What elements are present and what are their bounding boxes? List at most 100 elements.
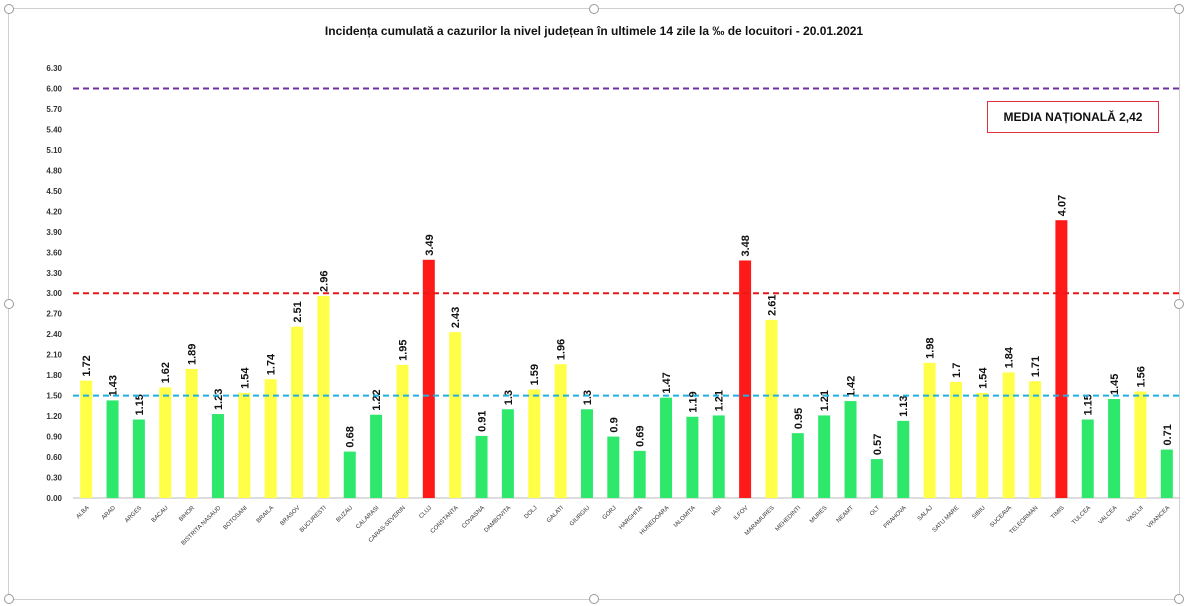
bar (1055, 220, 1068, 498)
y-tick-label: 5.70 (46, 105, 62, 114)
x-tick-label: HUNEDOARA (639, 505, 670, 536)
data-label: 1.3 (503, 390, 515, 405)
data-label: 1.72 (81, 355, 93, 376)
x-tick-label: DAMBOVITA (483, 505, 512, 534)
bar (185, 369, 198, 498)
x-tick-label: SUCEAVA (989, 505, 1013, 529)
bar (633, 450, 646, 498)
x-tick-label: ILFOV (733, 505, 750, 522)
bar (580, 409, 593, 498)
y-tick-label: 0.30 (46, 474, 62, 483)
x-tick-label: HARGHITA (618, 505, 644, 531)
data-label: 1.15 (134, 394, 146, 415)
bar (211, 414, 224, 498)
x-tick-label: CONSTANTA (430, 505, 460, 535)
bar (422, 259, 435, 498)
resize-handle[interactable] (4, 594, 14, 604)
bar (132, 419, 145, 498)
x-tick-label: BUCURESTI (299, 505, 328, 534)
y-tick-label: 5.40 (46, 125, 62, 134)
data-label: 1.21 (819, 390, 831, 411)
x-tick-label: BACAU (151, 505, 170, 524)
data-label: 0.57 (872, 434, 884, 455)
bar (317, 295, 330, 498)
resize-handle[interactable] (589, 4, 599, 14)
bar (80, 380, 93, 498)
bar (949, 381, 962, 498)
data-label: 1.89 (187, 344, 199, 365)
data-label: 1.23 (213, 389, 225, 410)
data-label: 2.61 (766, 294, 778, 315)
bar (106, 400, 119, 498)
data-label: 0.69 (635, 425, 647, 446)
y-tick-label: 4.50 (46, 187, 62, 196)
data-label: 1.96 (556, 339, 568, 360)
data-label: 1.98 (925, 337, 937, 358)
data-label: 1.3 (582, 390, 594, 405)
resize-handle[interactable] (1174, 299, 1184, 309)
x-tick-label: CALARASI (355, 505, 380, 530)
y-tick-label: 3.90 (46, 228, 62, 237)
data-label: 1.71 (1030, 356, 1042, 377)
data-label: 1.54 (977, 367, 989, 389)
chart-title: Incidența cumulată a cazurilor la nivel … (324, 24, 864, 38)
x-tick-label: MEHEDINTI (775, 505, 803, 533)
data-label: 1.74 (266, 353, 278, 375)
data-label: 1.47 (661, 372, 673, 393)
data-label: 1.54 (239, 367, 251, 389)
bar (554, 364, 567, 498)
bar (159, 387, 172, 498)
data-label: 0.9 (608, 417, 620, 432)
resize-handle[interactable] (1174, 4, 1184, 14)
x-tick-label: GALATI (546, 505, 565, 524)
x-tick-label: TIMIS (1050, 505, 1066, 521)
resize-handle[interactable] (4, 299, 14, 309)
data-label: 1.42 (846, 376, 858, 397)
data-label: 0.95 (793, 408, 805, 429)
x-tick-label: TELEORMAN (1009, 505, 1040, 536)
x-tick-label: DOLJ (524, 505, 539, 520)
data-label: 1.19 (687, 391, 699, 412)
national-average-text: MEDIA NAȚIONALĂ 2,42 (1003, 110, 1143, 124)
bar (712, 415, 725, 498)
bar (1081, 419, 1094, 498)
bar (370, 414, 383, 498)
data-label: 0.91 (477, 410, 489, 431)
y-tick-label: 3.60 (46, 248, 62, 257)
bar (739, 260, 752, 498)
data-label: 3.49 (424, 234, 436, 255)
data-label: 1.95 (397, 339, 409, 360)
bar (923, 362, 936, 498)
resize-handle[interactable] (4, 4, 14, 14)
bar (1134, 391, 1147, 498)
y-tick-label: 4.80 (46, 166, 62, 175)
bar (264, 379, 277, 498)
chart-frame[interactable] (4, 4, 1184, 604)
data-label: 1.59 (529, 364, 541, 385)
x-tick-label: IASI (711, 505, 723, 517)
x-tick-label: OLT (869, 505, 881, 517)
bar (870, 459, 883, 498)
y-tick-label: 3.30 (46, 269, 62, 278)
bar (449, 332, 462, 498)
data-label: 2.51 (292, 301, 304, 322)
x-tick-label: COVASNA (461, 505, 486, 530)
x-tick-label: PRAHOVA (883, 505, 908, 530)
y-tick-label: 1.50 (46, 392, 62, 401)
data-label: 1.7 (951, 363, 963, 378)
bar (976, 392, 989, 498)
data-label: 0.68 (345, 426, 357, 447)
x-tick-label: SATU MARE (932, 505, 961, 534)
data-label: 1.84 (1004, 346, 1016, 368)
x-tick-label: VALCEA (1098, 505, 1119, 526)
x-tick-label: NEAMT (836, 505, 855, 524)
y-tick-label: 2.70 (46, 310, 62, 319)
y-tick-label: 1.80 (46, 371, 62, 380)
resize-handle[interactable] (589, 594, 599, 604)
bar (501, 409, 514, 498)
x-tick-label: BRASOV (280, 505, 302, 527)
x-tick-label: BIHOR (178, 505, 196, 523)
resize-handle[interactable] (1174, 594, 1184, 604)
bar (1108, 399, 1121, 498)
